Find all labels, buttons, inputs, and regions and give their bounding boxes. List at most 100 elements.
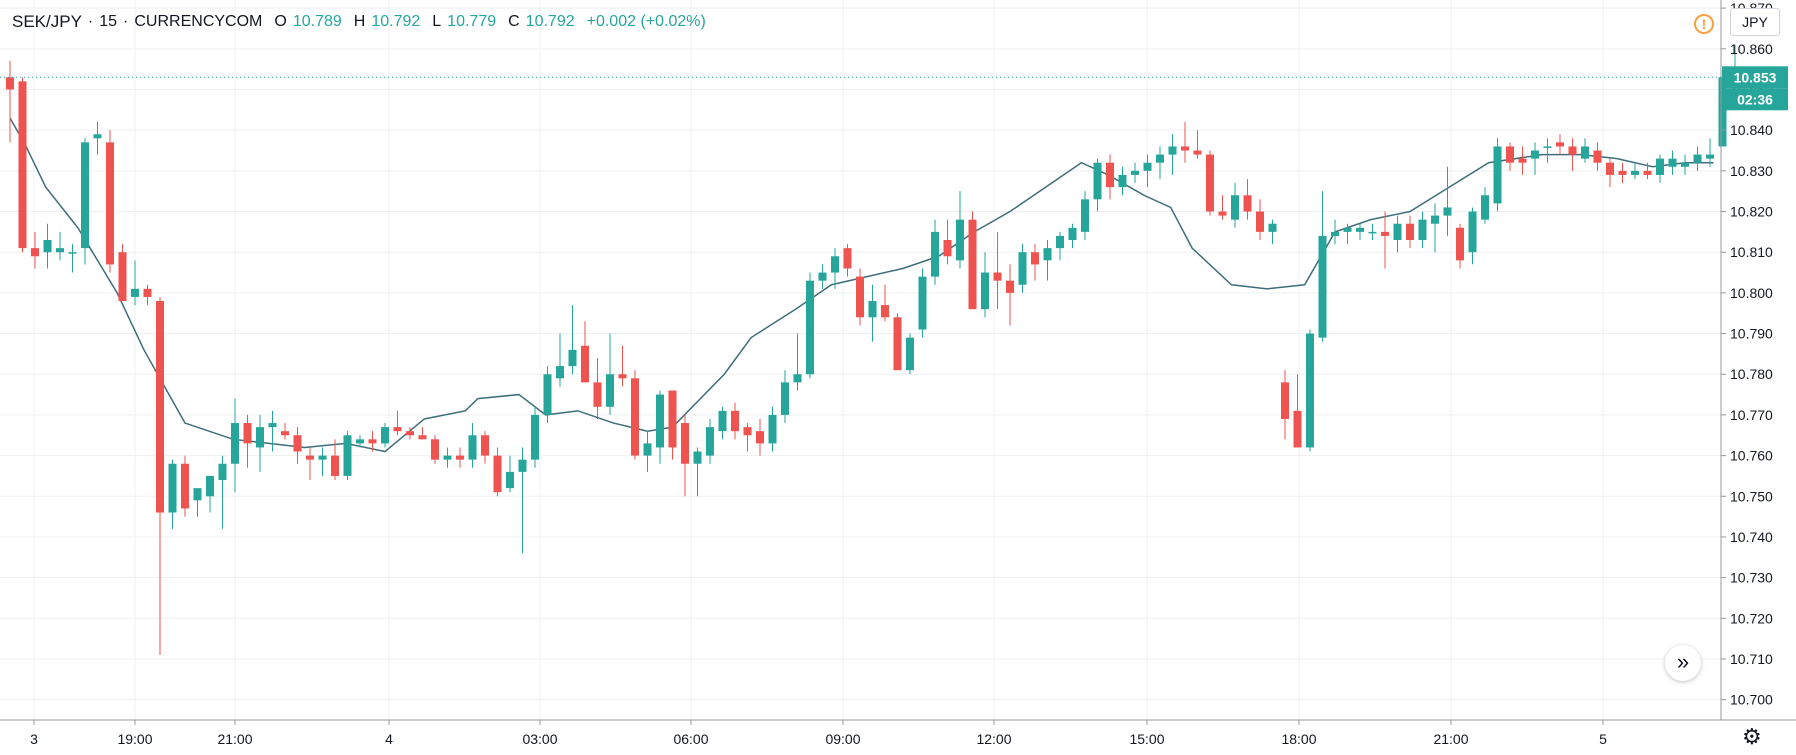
candle-body (681, 423, 689, 464)
exchange-label: CURRENCYCOM (134, 13, 263, 30)
candle (756, 418, 764, 456)
candle-body (1593, 150, 1602, 163)
candle (556, 333, 564, 387)
interval-label[interactable]: 15 (99, 13, 118, 30)
candle (93, 122, 102, 155)
candle-body (1656, 158, 1664, 175)
candle-body (1481, 195, 1489, 220)
candle-body (906, 337, 914, 371)
candle-body (1306, 333, 1314, 448)
candle-body (1106, 162, 1114, 188)
candle (531, 406, 539, 468)
candle-body (493, 455, 502, 493)
candle-body (806, 280, 814, 375)
time-tick-label: 06:00 (673, 731, 708, 747)
candle (643, 431, 652, 472)
candle (381, 423, 389, 448)
candle (1581, 138, 1589, 163)
candle-body (1568, 146, 1577, 155)
candle-body (1131, 170, 1139, 175)
candle-body (843, 248, 852, 269)
candle (1606, 158, 1614, 188)
candle-body (1606, 162, 1614, 175)
candle (31, 231, 39, 269)
candle-body (993, 272, 1002, 281)
moving-average-layer (9, 117, 1714, 453)
candle (568, 305, 577, 375)
candle (1206, 150, 1214, 216)
price-tick-label: 10.710 (1730, 651, 1773, 667)
candle (356, 435, 364, 448)
gear-icon[interactable]: ⚙ (1742, 724, 1762, 749)
candle (1243, 178, 1252, 220)
candle-body (968, 219, 977, 310)
candle (206, 475, 214, 513)
candle (906, 333, 914, 375)
candle (43, 223, 52, 269)
candle (831, 248, 839, 289)
candle-body (1531, 150, 1539, 159)
candle (1356, 223, 1364, 240)
candle-body (381, 427, 389, 444)
candle-body (131, 288, 139, 297)
candle-body (893, 317, 902, 371)
candle (443, 447, 452, 468)
candle (56, 231, 64, 261)
candle (1481, 187, 1489, 224)
candle (331, 439, 339, 480)
time-axis[interactable]: 3 19:00 21:00 4 03:00 06:00 09:00 12:00 15:00 18:… (30, 720, 1607, 747)
candle (318, 447, 327, 476)
candle (1081, 191, 1089, 240)
candle (806, 272, 814, 379)
candle-body (718, 410, 727, 432)
alert-icon[interactable]: ! (1694, 14, 1714, 34)
candle-body (781, 382, 789, 415)
scroll-right-icon[interactable]: » (1665, 645, 1701, 681)
legend-separator: · (87, 13, 94, 30)
candle-body (1393, 223, 1402, 240)
candle-body (418, 435, 427, 440)
time-tick-label: 09:00 (825, 731, 860, 747)
candle-body (1506, 146, 1514, 163)
candle-body (568, 349, 577, 367)
candle (456, 447, 464, 468)
time-tick-label: 19:00 (117, 731, 152, 747)
candle-body (1618, 170, 1627, 175)
candle (1693, 146, 1702, 171)
candle (893, 313, 902, 371)
symbol-name[interactable]: SEK/JPY (12, 12, 82, 31)
candle-body (668, 390, 677, 448)
candle-body (618, 374, 627, 379)
candle-body (256, 427, 264, 448)
candle-body (518, 459, 527, 472)
candle-body (1443, 207, 1452, 216)
candle (868, 284, 877, 342)
candle-body (693, 451, 702, 464)
candle-body (556, 366, 564, 379)
candle-body (343, 435, 352, 476)
candle-body (1243, 195, 1252, 212)
currency-button[interactable]: JPY (1730, 8, 1780, 36)
candle-body (656, 394, 664, 448)
time-tick-label: 3 (30, 731, 38, 747)
candle-body (1193, 150, 1202, 155)
candle-body (318, 455, 327, 460)
candle (706, 418, 714, 464)
candle (1181, 122, 1189, 163)
grid (0, 0, 1721, 720)
candle (1281, 370, 1289, 440)
candle (493, 447, 502, 497)
candle-body (331, 455, 339, 476)
candle-body (168, 463, 177, 513)
candle-body (1543, 146, 1552, 148)
candle-body (981, 272, 989, 310)
time-tick-label: 21:00 (1433, 731, 1468, 747)
candle (156, 296, 164, 655)
candle (606, 333, 614, 415)
price-tick-label: 10.740 (1730, 529, 1773, 545)
candle (618, 345, 627, 387)
legend-separator: · (123, 13, 129, 30)
candle (981, 252, 989, 318)
candle-body (643, 443, 652, 456)
